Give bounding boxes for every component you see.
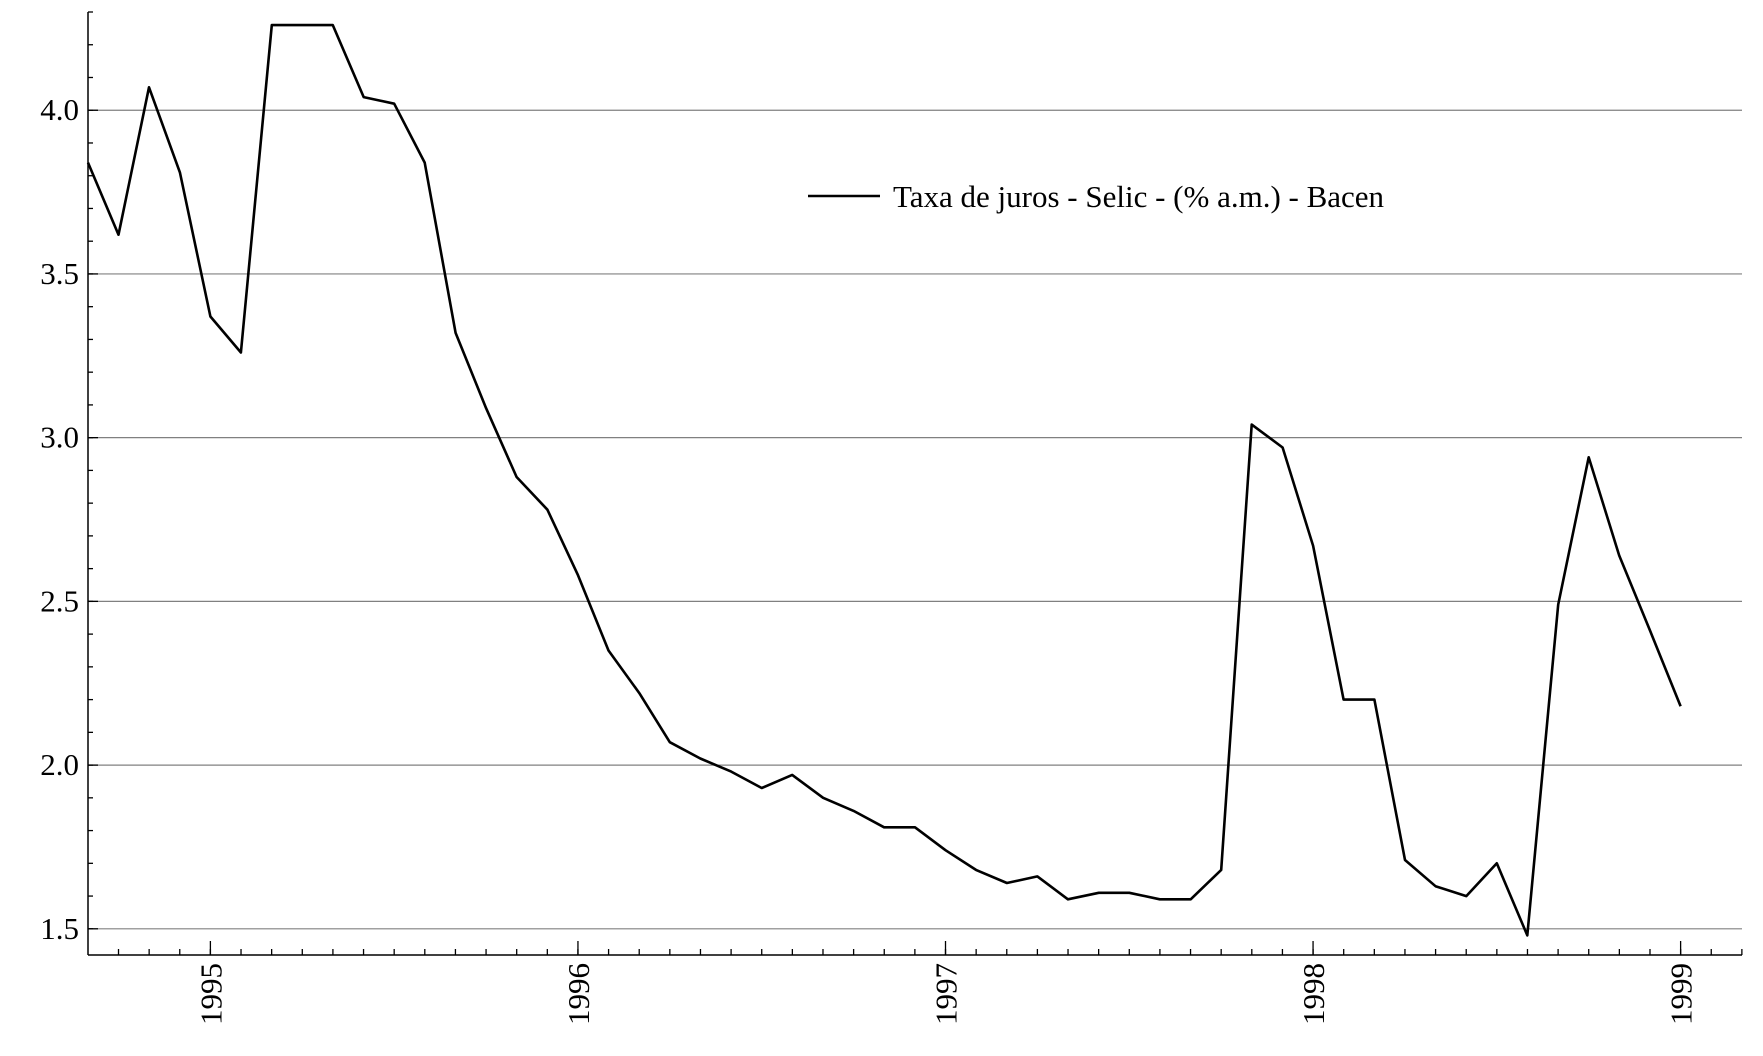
series-layer — [86, 23, 1682, 937]
x-tick-label: 1999 — [1664, 963, 1699, 1025]
y-tick-label: 4.0 — [40, 92, 79, 127]
legend-label: Taxa de juros - Selic - (% a.m.) - Bacen — [893, 179, 1385, 214]
y-tick-label: 3.5 — [40, 256, 79, 291]
y-tick-label: 2.5 — [40, 583, 79, 618]
gridlines — [88, 109, 1742, 930]
y-axis-ticks: 1.5 2.0 2.5 3.0 3.5 4.0 — [40, 92, 98, 946]
axes — [87, 12, 1742, 956]
y-tick-label: 3.0 — [40, 420, 79, 455]
series-line-selic — [86, 23, 1682, 937]
minor-ticks — [88, 11, 1743, 955]
y-tick-label: 2.0 — [40, 747, 79, 782]
legend: Taxa de juros - Selic - (% a.m.) - Bacen — [808, 179, 1385, 214]
x-tick-label: 1997 — [929, 963, 964, 1025]
x-tick-label: 1998 — [1296, 963, 1331, 1025]
x-tick-label: 1996 — [561, 963, 596, 1025]
x-axis-ticks: 1995 1996 1997 1998 1999 — [193, 941, 1699, 1025]
y-tick-label: 1.5 — [40, 911, 79, 946]
x-tick-label: 1995 — [193, 963, 228, 1025]
